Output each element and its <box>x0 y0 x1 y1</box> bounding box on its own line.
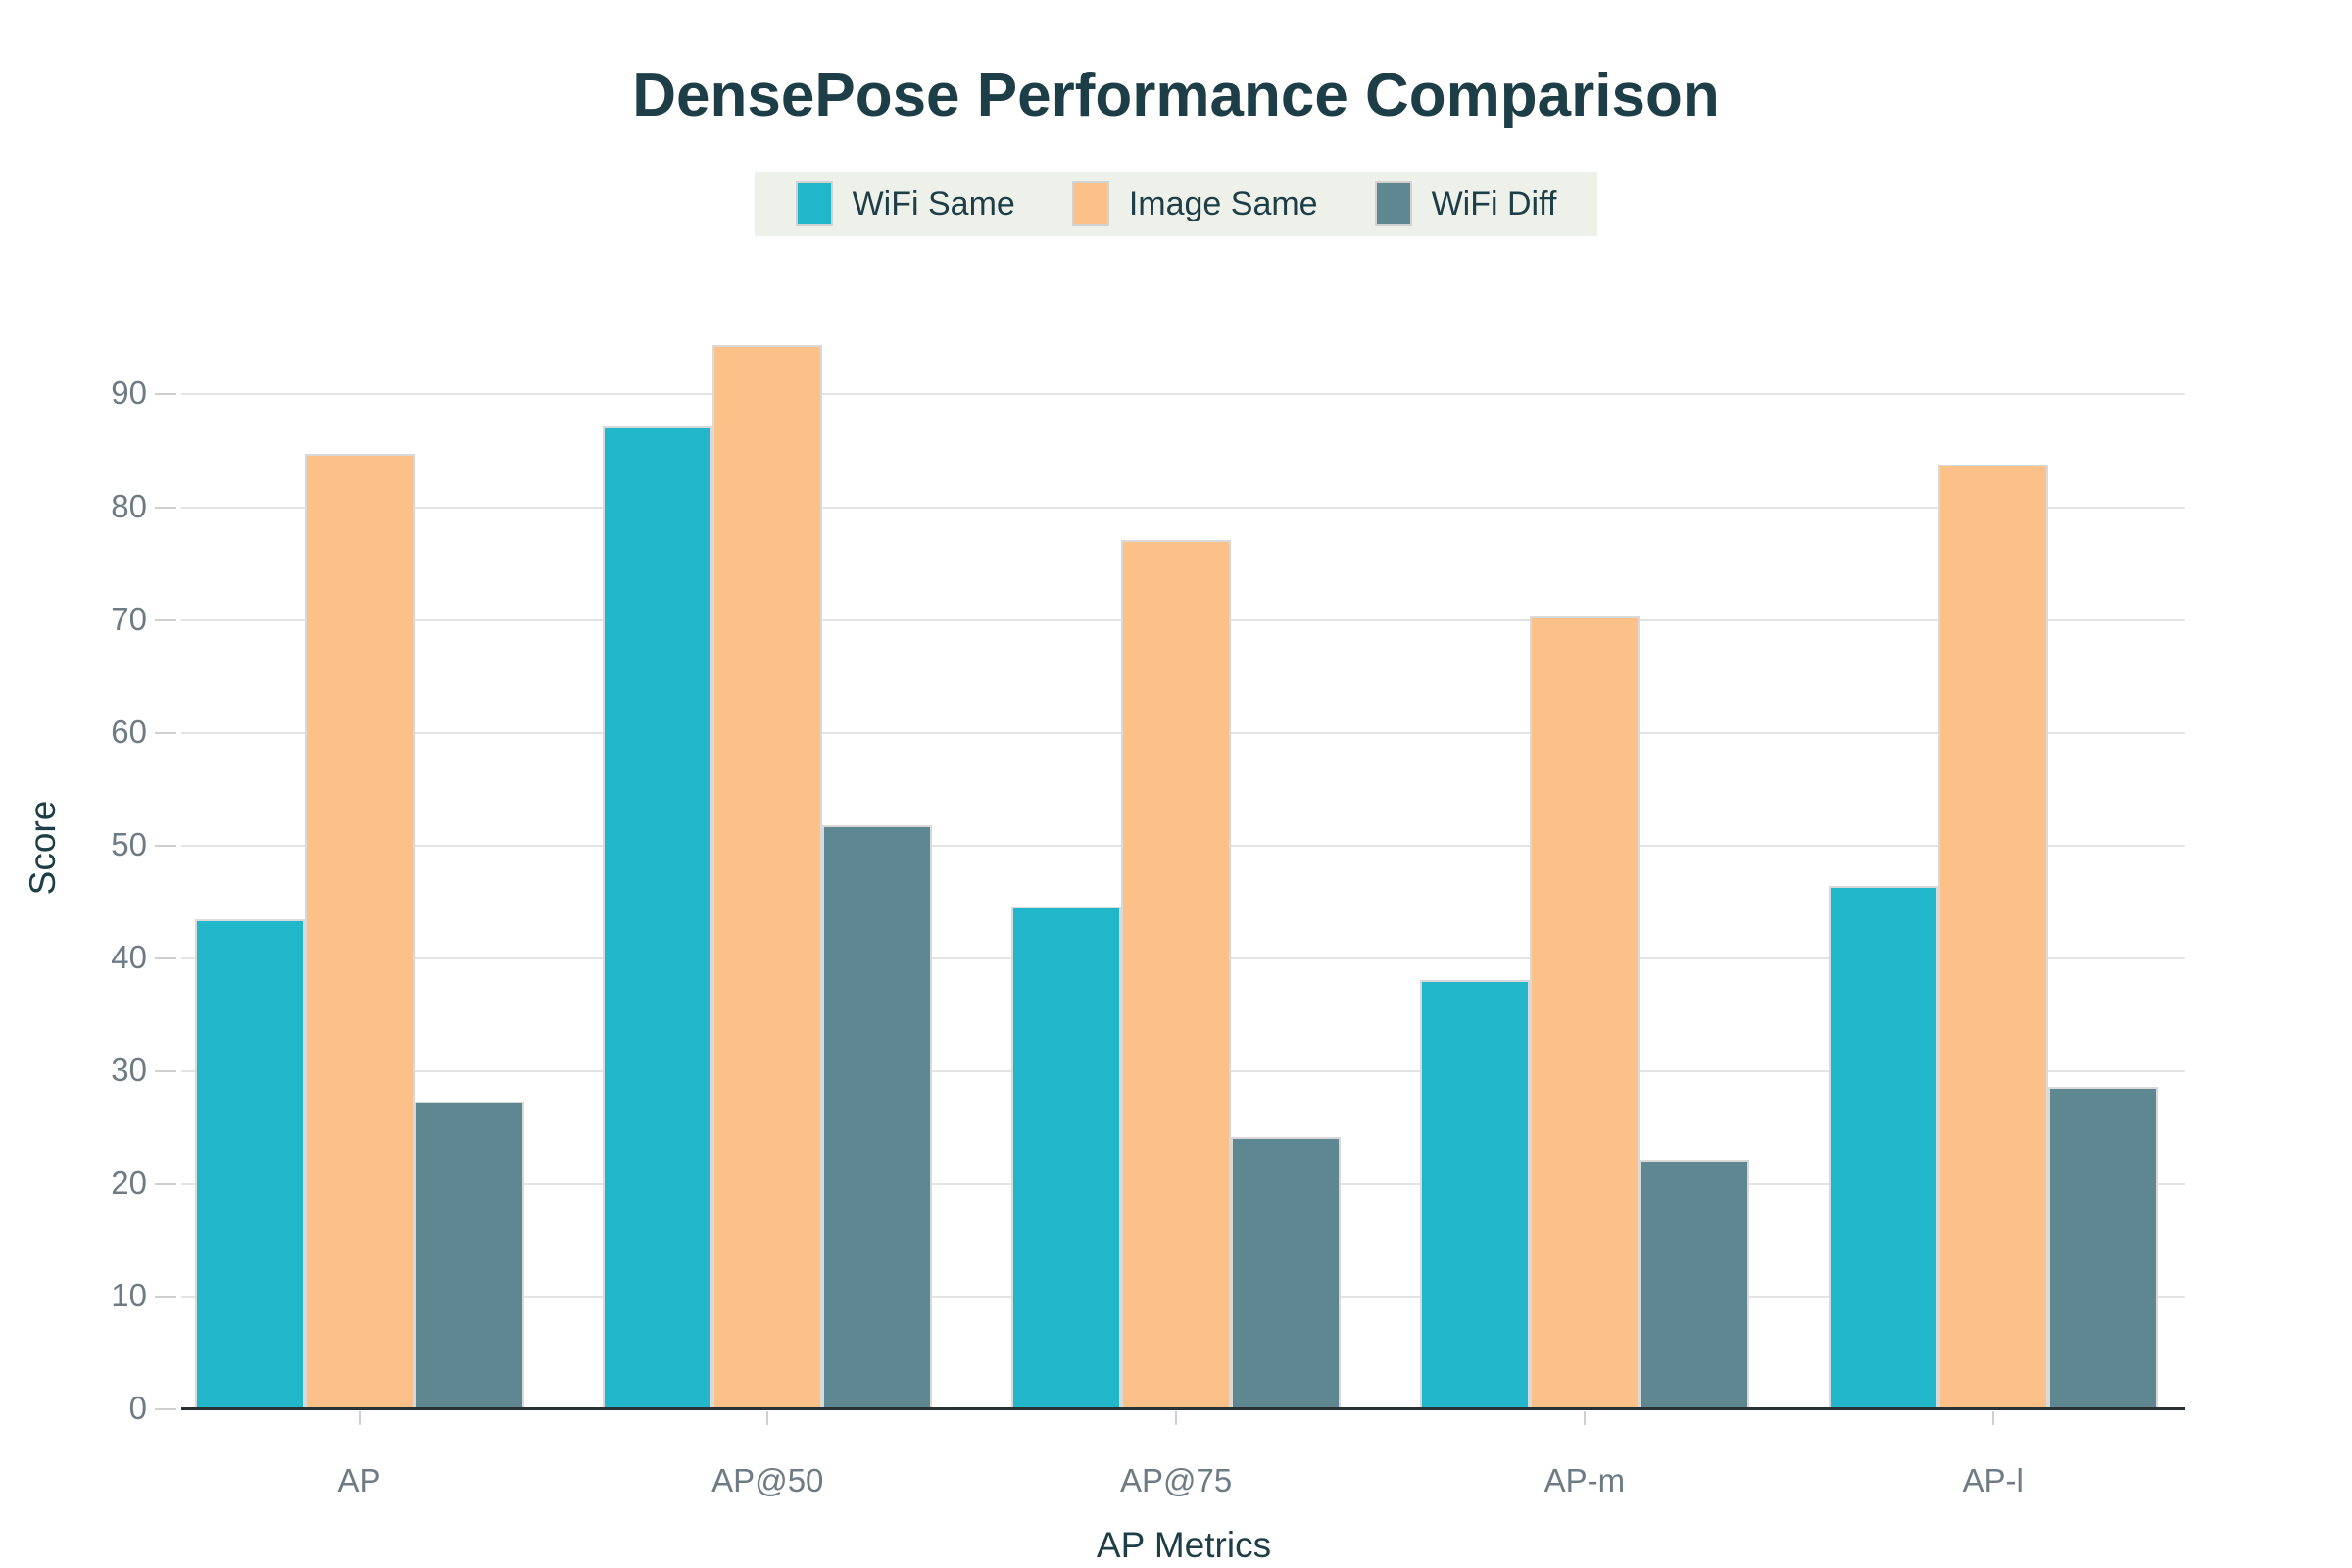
x-tick-label: AP-m <box>1544 1462 1626 1498</box>
bar-wifi-same-ap@50[interactable] <box>603 425 713 1409</box>
y-tick-label: 90 <box>111 374 147 412</box>
y-tick-mark-0 <box>155 1408 176 1410</box>
bar-image-same-ap-m[interactable] <box>1529 616 1640 1409</box>
bar-wifi-same-ap-m[interactable] <box>1419 979 1530 1409</box>
legend-box: WiFi Same Image Same WiFi Diff <box>754 172 1598 236</box>
gridline-y-90 <box>181 393 2185 396</box>
legend-item-wifi-diff[interactable]: WiFi Diff <box>1374 181 1557 226</box>
x-tick-mark-ap-m <box>1583 1411 1586 1425</box>
legend-swatch-icon <box>1374 181 1412 226</box>
bar-wifi-diff-ap-l[interactable] <box>2047 1086 2158 1409</box>
bar-image-same-ap@50[interactable] <box>712 344 823 1409</box>
x-tick-label: AP@50 <box>711 1462 824 1498</box>
bar-wifi-same-ap@75[interactable] <box>1011 906 1122 1409</box>
legend-swatch-icon <box>795 181 833 226</box>
y-tick-label: 0 <box>128 1390 147 1426</box>
x-tick-mark-ap-l <box>1991 1411 1994 1425</box>
x-axis-baseline <box>181 1407 2185 1410</box>
y-tick-mark-80 <box>155 506 176 509</box>
y-tick-label: 40 <box>111 938 147 975</box>
y-tick-mark-70 <box>155 618 176 621</box>
x-axis-title: AP Metrics <box>1096 1525 1272 1565</box>
x-tick-mark-ap@75 <box>1175 1411 1178 1425</box>
chart-title: DensePose Performance Comparison <box>632 62 1720 129</box>
bar-wifi-diff-ap-m[interactable] <box>1639 1159 1749 1409</box>
gridline-y-80 <box>181 506 2185 509</box>
bar-image-same-ap[interactable] <box>304 454 415 1409</box>
y-tick-mark-40 <box>155 956 176 959</box>
legend: WiFi Same Image Same WiFi Diff <box>0 172 2352 236</box>
x-tick-label: AP <box>337 1462 381 1498</box>
bar-wifi-same-ap-l[interactable] <box>1828 886 1938 1409</box>
legend-label: WiFi Diff <box>1431 184 1557 222</box>
bar-wifi-diff-ap@75[interactable] <box>1231 1136 1342 1409</box>
legend-item-image-same[interactable]: Image Same <box>1071 181 1318 226</box>
y-tick-mark-20 <box>155 1182 176 1185</box>
y-tick-label: 50 <box>111 825 147 862</box>
y-tick-mark-60 <box>155 731 176 734</box>
legend-item-wifi-same[interactable]: WiFi Same <box>795 181 1015 226</box>
x-tick-mark-ap@50 <box>766 1411 769 1425</box>
y-tick-label: 20 <box>111 1163 147 1200</box>
y-axis-title: Score <box>23 800 63 896</box>
y-tick-mark-30 <box>155 1069 176 1072</box>
y-tick-label: 70 <box>111 600 147 637</box>
y-tick-label: 80 <box>111 487 147 524</box>
y-tick-label: 10 <box>111 1276 147 1313</box>
y-tick-label: 60 <box>111 712 147 750</box>
legend-label: WiFi Same <box>852 184 1015 222</box>
legend-swatch-icon <box>1071 181 1109 226</box>
y-tick-mark-90 <box>155 393 176 396</box>
x-tick-label: AP@75 <box>1119 1462 1233 1498</box>
bar-wifi-same-ap[interactable] <box>194 918 305 1409</box>
bar-image-same-ap@75[interactable] <box>1121 539 1232 1409</box>
bar-image-same-ap-l[interactable] <box>1937 464 2048 1409</box>
y-tick-mark-50 <box>155 844 176 847</box>
y-tick-label: 30 <box>111 1051 147 1088</box>
x-tick-label: AP-l <box>1962 1462 2024 1498</box>
bar-wifi-diff-ap@50[interactable] <box>822 825 933 1409</box>
legend-label: Image Same <box>1128 184 1318 222</box>
x-tick-mark-ap <box>358 1411 361 1425</box>
y-tick-mark-10 <box>155 1295 176 1298</box>
bar-wifi-diff-ap[interactable] <box>414 1101 524 1409</box>
